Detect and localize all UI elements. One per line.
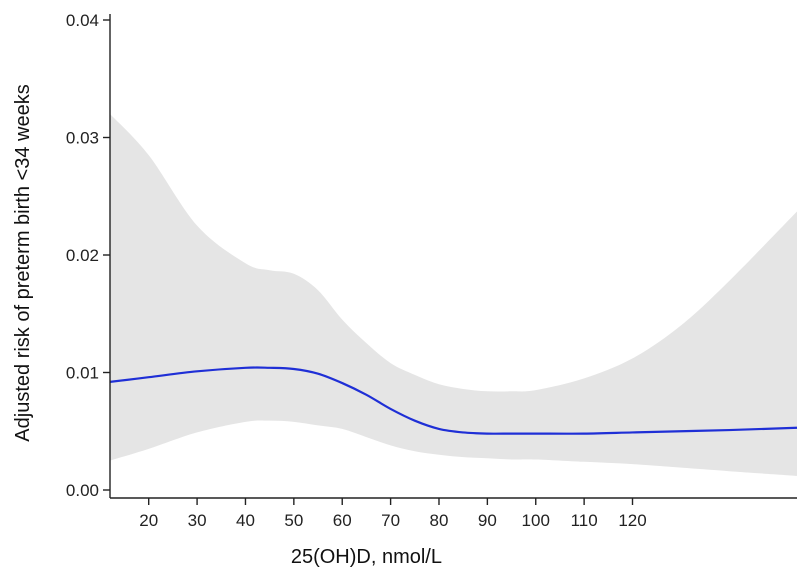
plot-area	[109, 114, 798, 476]
x-tick-label: 60	[333, 511, 352, 530]
x-tick-label: 40	[236, 511, 255, 530]
x-tick-label: 30	[188, 511, 207, 530]
y-tick-label: 0.02	[66, 246, 99, 265]
y-tick-label: 0.00	[66, 481, 99, 500]
y-tick-label: 0.03	[66, 129, 99, 148]
x-tick-label: 50	[284, 511, 303, 530]
x-tick-label: 90	[478, 511, 497, 530]
axes: 0.00 0.01 0.02 0.03 0.04 20 30 40 50 60 70 80 90 100 1…	[66, 11, 797, 530]
x-tick-label: 100	[522, 511, 550, 530]
x-tick-label: 120	[618, 511, 646, 530]
risk-curve	[109, 366, 798, 435]
x-tick-label: 20	[139, 511, 158, 530]
y-tick-label: 0.04	[66, 11, 99, 30]
y-tick-label: 0.01	[66, 364, 99, 383]
confidence-band	[110, 114, 797, 476]
x-axis-title: 25(OH)D, nmol/L	[291, 546, 442, 568]
x-tick-label: 80	[430, 511, 449, 530]
x-tick-label: 70	[381, 511, 400, 530]
y-axis-title: Adjusted risk of preterm birth <34 weeks	[12, 84, 34, 441]
x-tick-label: 110	[571, 511, 598, 530]
